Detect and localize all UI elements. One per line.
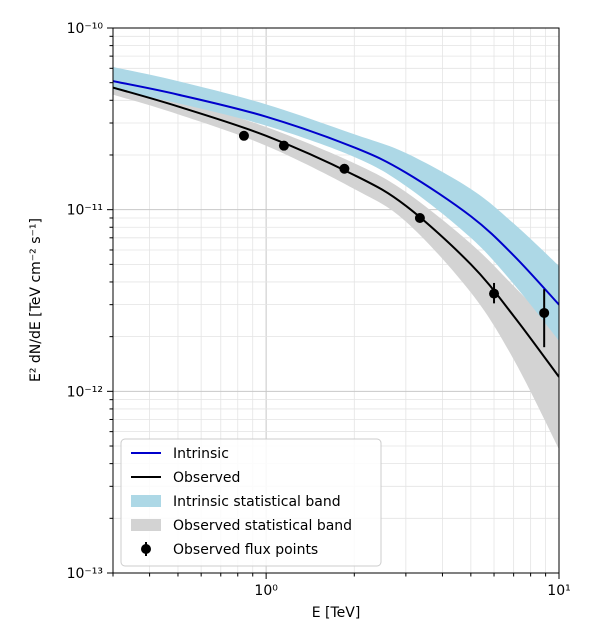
x-tick-label: 10⁰ xyxy=(254,583,278,599)
axis-tick-labels: 10⁰ 10¹ 10⁻¹³ 10⁻¹² 10⁻¹¹ 10⁻¹⁰ xyxy=(67,21,571,599)
y-tick-label: 10⁻¹⁰ xyxy=(67,21,104,37)
plot-frame xyxy=(112,27,560,574)
flux-point xyxy=(539,307,550,318)
x-axis-label: E [TeV] xyxy=(312,605,361,621)
flux-point xyxy=(489,288,500,299)
model-curves xyxy=(113,80,559,378)
legend-label: Observed statistical band xyxy=(173,518,352,534)
legend: Intrinsic Observed Intrinsic statistical b… xyxy=(120,438,382,567)
flux-point xyxy=(414,212,425,223)
flux-points xyxy=(238,130,550,348)
legend-swatch-marker xyxy=(141,544,151,554)
legend-swatch-patch xyxy=(131,519,161,531)
y-tick-label: 10⁻¹² xyxy=(67,384,103,400)
flux-point xyxy=(278,140,289,151)
x-tick-label: 10¹ xyxy=(547,583,570,599)
statistical-bands xyxy=(113,67,559,450)
flux-point xyxy=(339,163,350,174)
legend-label: Observed xyxy=(173,470,240,486)
flux-point xyxy=(238,130,249,141)
legend-label: Observed flux points xyxy=(173,542,318,558)
intrinsic-curve xyxy=(113,80,559,306)
intrinsic-statistical-band xyxy=(113,67,559,341)
y-tick-label: 10⁻¹³ xyxy=(67,566,103,582)
observed-statistical-band xyxy=(113,81,559,450)
legend-swatch-patch xyxy=(131,495,161,507)
legend-label: Intrinsic statistical band xyxy=(173,494,341,510)
legend-label: Intrinsic xyxy=(173,446,229,462)
y-axis-label: E² dN/dE [TeV cm⁻² s⁻¹] xyxy=(28,218,44,382)
axis-ticks xyxy=(107,27,560,579)
y-tick-label: 10⁻¹¹ xyxy=(67,203,103,219)
legend-box xyxy=(120,438,382,567)
observed-curve xyxy=(113,86,559,378)
